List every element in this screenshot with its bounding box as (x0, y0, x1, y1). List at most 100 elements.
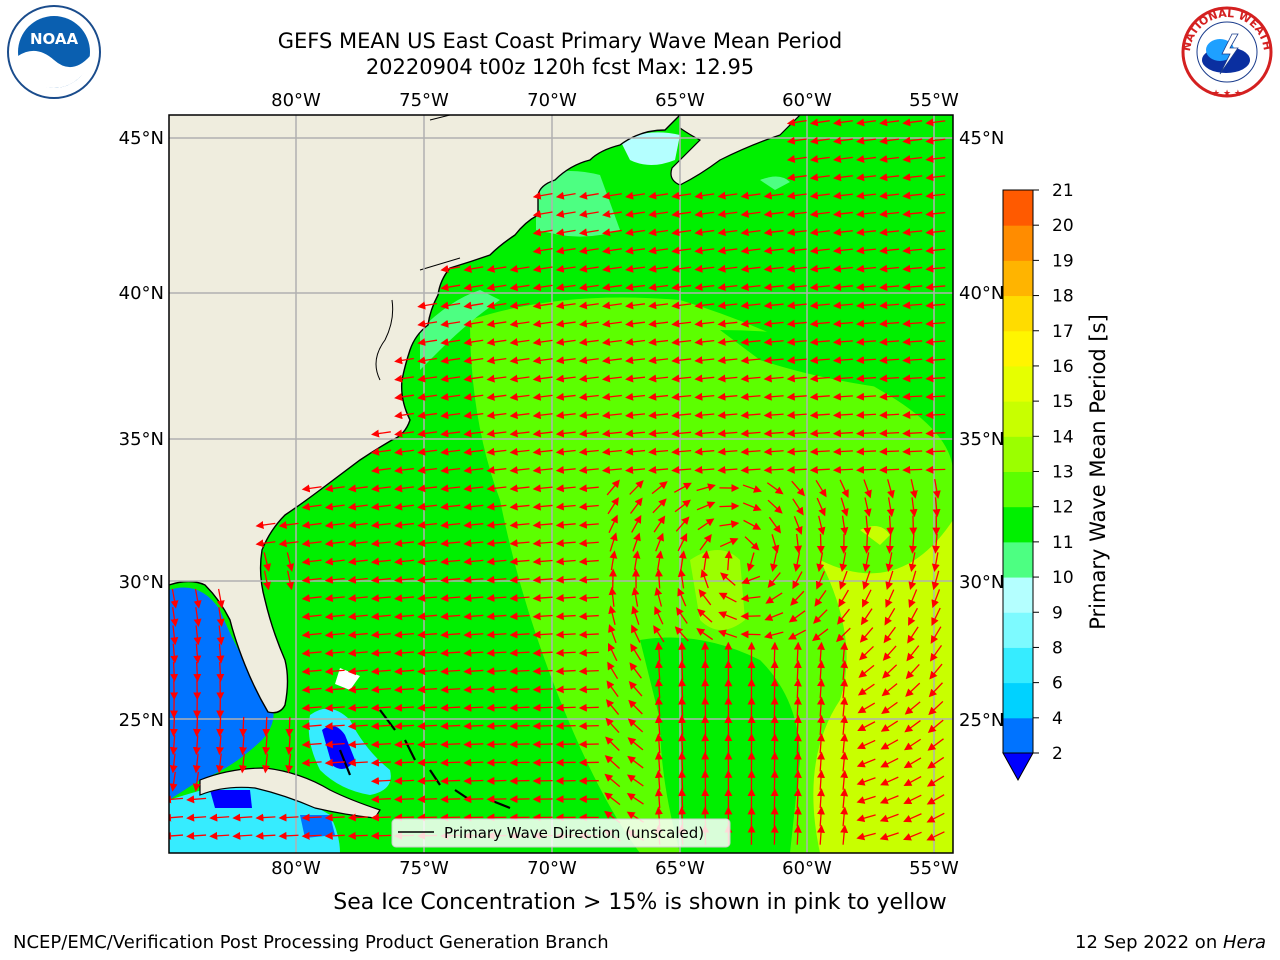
wave-arrow (394, 502, 415, 511)
wave-arrow (486, 520, 507, 529)
wave-arrow (440, 319, 461, 328)
wave-arrow (555, 630, 576, 639)
wave-arrow (701, 714, 710, 735)
wave-arrow (601, 447, 622, 456)
wave-arrow (763, 301, 784, 310)
wave-arrow (532, 484, 553, 493)
wave-arrow (347, 520, 368, 529)
wave-arrow (440, 557, 461, 566)
wave-arrow (347, 667, 368, 676)
wave-arrow (486, 630, 507, 639)
wave-arrow (817, 806, 826, 827)
wave-arrow (463, 447, 484, 456)
wave-arrow (786, 173, 807, 182)
wave-arrow (440, 667, 461, 676)
wave-arrow (532, 539, 553, 548)
wave-arrow (347, 740, 368, 749)
wave-arrow (486, 685, 507, 694)
wave-arrow (627, 755, 644, 769)
wave-arrow (394, 520, 415, 529)
colorbar-tick-label: 13 (1052, 463, 1074, 483)
wave-arrow (417, 502, 438, 511)
wave-arrow (717, 191, 738, 200)
wave-arrow (648, 301, 669, 310)
wave-arrow (717, 429, 738, 438)
wave-arrow (631, 605, 640, 625)
wave-arrow (578, 685, 599, 694)
wave-arrow (370, 466, 391, 475)
wave-arrow (394, 594, 415, 603)
wave-arrow (578, 374, 599, 383)
wave-arrow (285, 753, 294, 774)
wave-arrow (862, 570, 871, 590)
wave-arrow (880, 776, 899, 786)
wave-arrow (463, 648, 484, 657)
wave-arrow (763, 209, 784, 218)
wave-arrow (370, 667, 391, 676)
wave-arrow (394, 813, 415, 822)
wave-arrow (902, 191, 923, 200)
wave-arrow (925, 392, 946, 401)
wave-arrow (417, 594, 438, 603)
map-frame (168, 114, 954, 854)
wave-arrow (169, 795, 184, 804)
wave-arrow (809, 392, 830, 401)
wave-arrow (417, 740, 438, 749)
wave-arrow (532, 210, 553, 218)
wave-arrow (717, 337, 738, 346)
wave-arrow (902, 410, 923, 419)
wave-arrow (417, 356, 438, 365)
wave-arrow (486, 301, 507, 310)
wave-arrow (463, 520, 484, 529)
wave-arrow (856, 337, 877, 346)
wave-arrow (170, 607, 179, 627)
wave-arrow (858, 664, 875, 678)
wave-arrow (509, 301, 530, 310)
wave-arrow (926, 775, 945, 787)
wave-arrow (879, 209, 900, 218)
wave-arrow (193, 588, 202, 609)
wave-arrow (879, 374, 900, 383)
wave-arrow (301, 575, 322, 584)
wave-arrow (625, 264, 646, 273)
wave-arrow (813, 609, 828, 624)
wave-arrow (903, 757, 922, 769)
wave-arrow (718, 592, 737, 603)
wave-arrow (486, 447, 507, 456)
wave-arrow (840, 788, 849, 809)
wave-arrow (324, 831, 345, 840)
wave-arrow (654, 606, 664, 625)
wave-arrow (324, 722, 345, 731)
wave-arrow (347, 813, 368, 822)
wave-arrow (717, 411, 738, 420)
wave-arrow (578, 466, 599, 474)
wave-arrow (793, 678, 802, 699)
wave-arrow (301, 502, 322, 511)
wave-arrow (786, 356, 807, 365)
wave-arrow (601, 301, 622, 310)
wave-arrow (648, 337, 669, 346)
wave-arrow (857, 683, 875, 696)
wave-arrow (678, 696, 687, 717)
wave-arrow (301, 557, 322, 566)
colorbar-segment (1003, 682, 1033, 719)
wave-arrow (648, 392, 669, 401)
wave-arrow (770, 824, 779, 845)
colorbar-tick-label: 14 (1052, 427, 1074, 447)
wave-arrow (625, 411, 646, 420)
wave-arrow (417, 429, 438, 438)
wave-arrow (840, 660, 849, 681)
wave-arrow (255, 831, 276, 840)
wave-arrow (902, 246, 923, 255)
wave-arrow (770, 678, 779, 699)
wave-arrow (655, 550, 664, 571)
wave-arrow (301, 484, 322, 493)
wave-arrow (440, 301, 461, 310)
wave-arrow (578, 630, 599, 639)
colorbar-tick-label: 17 (1052, 322, 1074, 342)
wave-arrow (651, 481, 668, 495)
wave-arrow (324, 612, 345, 621)
wave-arrow (815, 480, 827, 498)
wave-arrow (879, 410, 900, 419)
wave-arrow (578, 612, 599, 621)
